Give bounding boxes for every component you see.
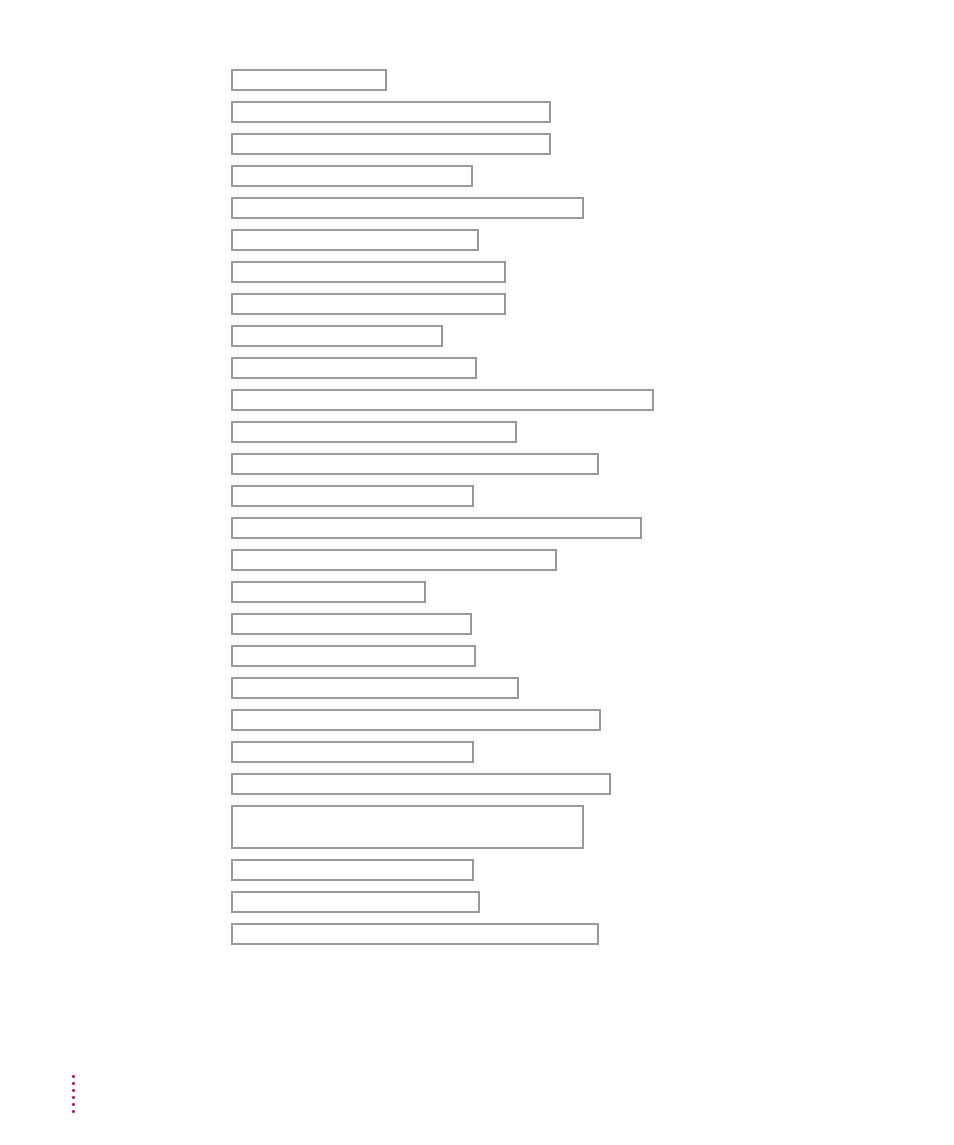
bar-14 [231,517,642,539]
bar-6 [231,261,506,283]
bar-5 [231,229,479,251]
bar-8 [231,325,443,347]
bar-20 [231,709,601,731]
dot-4 [72,1103,75,1106]
bar-15 [231,549,557,571]
bar-2 [231,133,551,155]
bar-9 [231,357,477,379]
bar-24 [231,859,474,881]
bar-10 [231,389,654,411]
bar-26 [231,923,599,945]
dot-column [72,1075,75,1113]
bar-18 [231,645,476,667]
dot-2 [72,1089,75,1092]
bar-list [231,69,654,955]
dot-0 [72,1075,75,1078]
bar-22 [231,773,611,795]
bar-23 [231,805,584,849]
bar-13 [231,485,474,507]
bar-1 [231,101,551,123]
bar-12 [231,453,599,475]
bar-21 [231,741,474,763]
bar-4 [231,197,584,219]
dot-5 [72,1110,75,1113]
bar-17 [231,613,472,635]
bar-25 [231,891,480,913]
bar-19 [231,677,519,699]
bar-0 [231,69,387,91]
bar-7 [231,293,506,315]
bar-3 [231,165,473,187]
dot-1 [72,1082,75,1085]
bar-16 [231,581,426,603]
bar-11 [231,421,517,443]
dot-3 [72,1096,75,1099]
